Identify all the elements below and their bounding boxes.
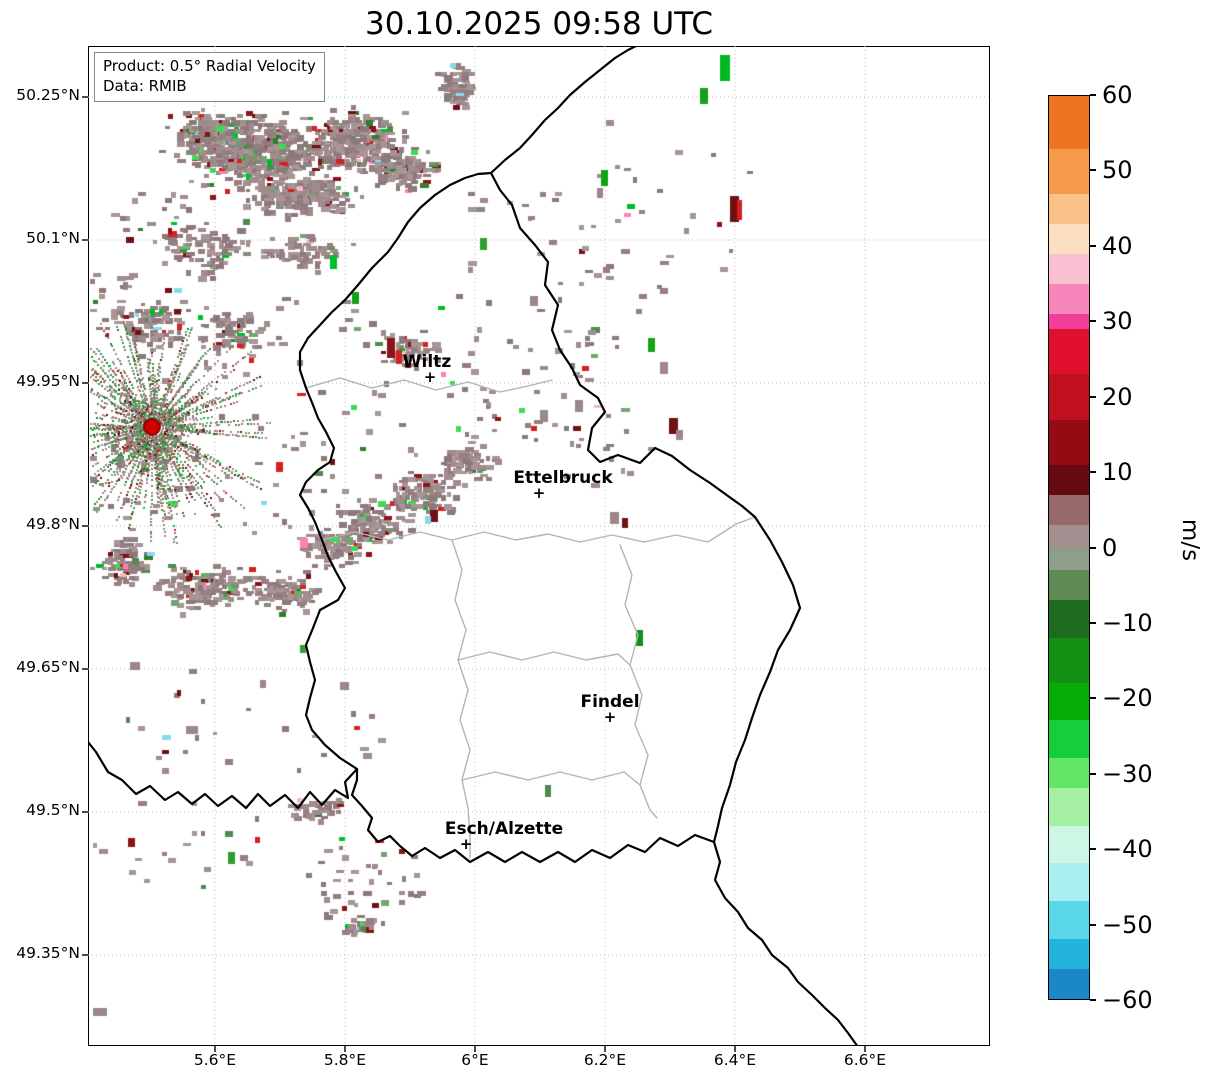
colorbar-segment bbox=[1049, 148, 1089, 194]
x-tick-label: 6.4°E bbox=[713, 1051, 757, 1069]
colorbar-tick-mark bbox=[1090, 621, 1096, 624]
figure-title: 30.10.2025 09:58 UTC bbox=[365, 6, 713, 42]
colorbar-tick-label: 30 bbox=[1102, 307, 1133, 336]
colorbar-segment bbox=[1049, 524, 1089, 548]
y-tick-label: 49.65°N bbox=[16, 658, 80, 676]
colorbar-segment bbox=[1049, 720, 1089, 759]
colorbar-tick-label: −20 bbox=[1102, 684, 1153, 713]
colorbar-segment bbox=[1049, 758, 1089, 789]
x-tick-label: 6.6°E bbox=[843, 1051, 887, 1069]
x-tick-label: 6.2°E bbox=[583, 1051, 627, 1069]
colorbar-segment bbox=[1049, 788, 1089, 826]
colorbar-segment bbox=[1049, 314, 1089, 330]
product-label: Product: 0.5° Radial Velocity bbox=[103, 57, 316, 75]
colorbar-tick-label: 20 bbox=[1102, 382, 1133, 411]
colorbar-segment bbox=[1049, 254, 1089, 285]
colorbar-tick-mark bbox=[1090, 697, 1096, 700]
city-label: Ettelbruck bbox=[513, 468, 613, 488]
y-tick-label: 49.95°N bbox=[16, 372, 80, 390]
colorbar-tick-label: 0 bbox=[1102, 533, 1118, 562]
colorbar-tick-label: −60 bbox=[1102, 986, 1153, 1014]
y-tick-label: 50.25°N bbox=[16, 86, 80, 104]
colorbar-segment bbox=[1049, 329, 1089, 375]
colorbar-segment bbox=[1049, 637, 1089, 683]
colorbar-segment bbox=[1049, 193, 1089, 224]
colorbar-tick-mark bbox=[1090, 546, 1096, 549]
city-label: Wiltz bbox=[402, 352, 452, 372]
colorbar-segment bbox=[1049, 547, 1089, 570]
colorbar-tick-mark bbox=[1090, 320, 1096, 323]
colorbar-segment bbox=[1049, 968, 1089, 999]
city-label: Esch/Alzette bbox=[444, 819, 564, 839]
y-tick-label: 49.5°N bbox=[26, 801, 80, 819]
radar-echo-canvas bbox=[89, 47, 989, 1045]
plot-frame bbox=[88, 46, 990, 1046]
data-source-label: Data: RMIB bbox=[103, 77, 187, 96]
colorbar-tick-label: 60 bbox=[1102, 81, 1133, 109]
colorbar-segment bbox=[1049, 863, 1089, 901]
y-tick-label: 49.8°N bbox=[26, 515, 80, 533]
colorbar-tick-mark bbox=[1090, 169, 1096, 172]
city-label: Findel bbox=[580, 692, 640, 712]
city-plus-marker: + bbox=[532, 484, 546, 502]
colorbar-segment bbox=[1049, 464, 1089, 495]
colorbar-tick-mark bbox=[1090, 999, 1096, 1001]
y-tick-label: 49.35°N bbox=[16, 944, 80, 962]
product-info-box: Product: 0.5° Radial Velocity Data: RMIB bbox=[94, 52, 325, 102]
colorbar-tick-mark bbox=[1090, 94, 1096, 96]
colorbar-segment bbox=[1049, 825, 1089, 864]
colorbar-tick-label: 50 bbox=[1102, 156, 1133, 185]
x-tick-label: 6°E bbox=[461, 1051, 489, 1069]
colorbar-tick-label: −40 bbox=[1102, 835, 1153, 864]
colorbar-segment bbox=[1049, 223, 1089, 254]
colorbar-tick-mark bbox=[1090, 395, 1096, 398]
city-plus-marker: + bbox=[423, 368, 437, 386]
x-tick-label: 5.8°E bbox=[323, 1051, 367, 1069]
city-plus-marker: + bbox=[459, 835, 473, 853]
colorbar-tick-mark bbox=[1090, 471, 1096, 474]
colorbar-segment bbox=[1049, 938, 1089, 969]
colorbar-tick-mark bbox=[1090, 923, 1096, 926]
x-tick-label: 5.6°E bbox=[193, 1051, 237, 1069]
colorbar-segment bbox=[1049, 682, 1089, 721]
colorbar-tick-mark bbox=[1090, 848, 1096, 851]
colorbar-segment bbox=[1049, 284, 1089, 315]
colorbar-segment bbox=[1049, 96, 1089, 149]
colorbar-tick-label: 10 bbox=[1102, 458, 1133, 487]
colorbar-tick-label: −10 bbox=[1102, 608, 1153, 637]
colorbar-tick-label: −30 bbox=[1102, 759, 1153, 788]
colorbar-segment bbox=[1049, 374, 1089, 420]
colorbar-tick-mark bbox=[1090, 244, 1096, 247]
colorbar-tick-label: −50 bbox=[1102, 910, 1153, 939]
y-tick-label: 50.1°N bbox=[26, 229, 80, 247]
colorbar-segment bbox=[1049, 494, 1089, 525]
colorbar-segment bbox=[1049, 569, 1089, 601]
colorbar-segment bbox=[1049, 600, 1089, 638]
colorbar-tick-mark bbox=[1090, 772, 1096, 775]
colorbar-segment bbox=[1049, 900, 1089, 939]
colorbar-segment bbox=[1049, 419, 1089, 465]
colorbar-gradient bbox=[1048, 95, 1090, 1000]
city-plus-marker: + bbox=[603, 708, 617, 726]
colorbar-tick-label: 40 bbox=[1102, 231, 1133, 260]
